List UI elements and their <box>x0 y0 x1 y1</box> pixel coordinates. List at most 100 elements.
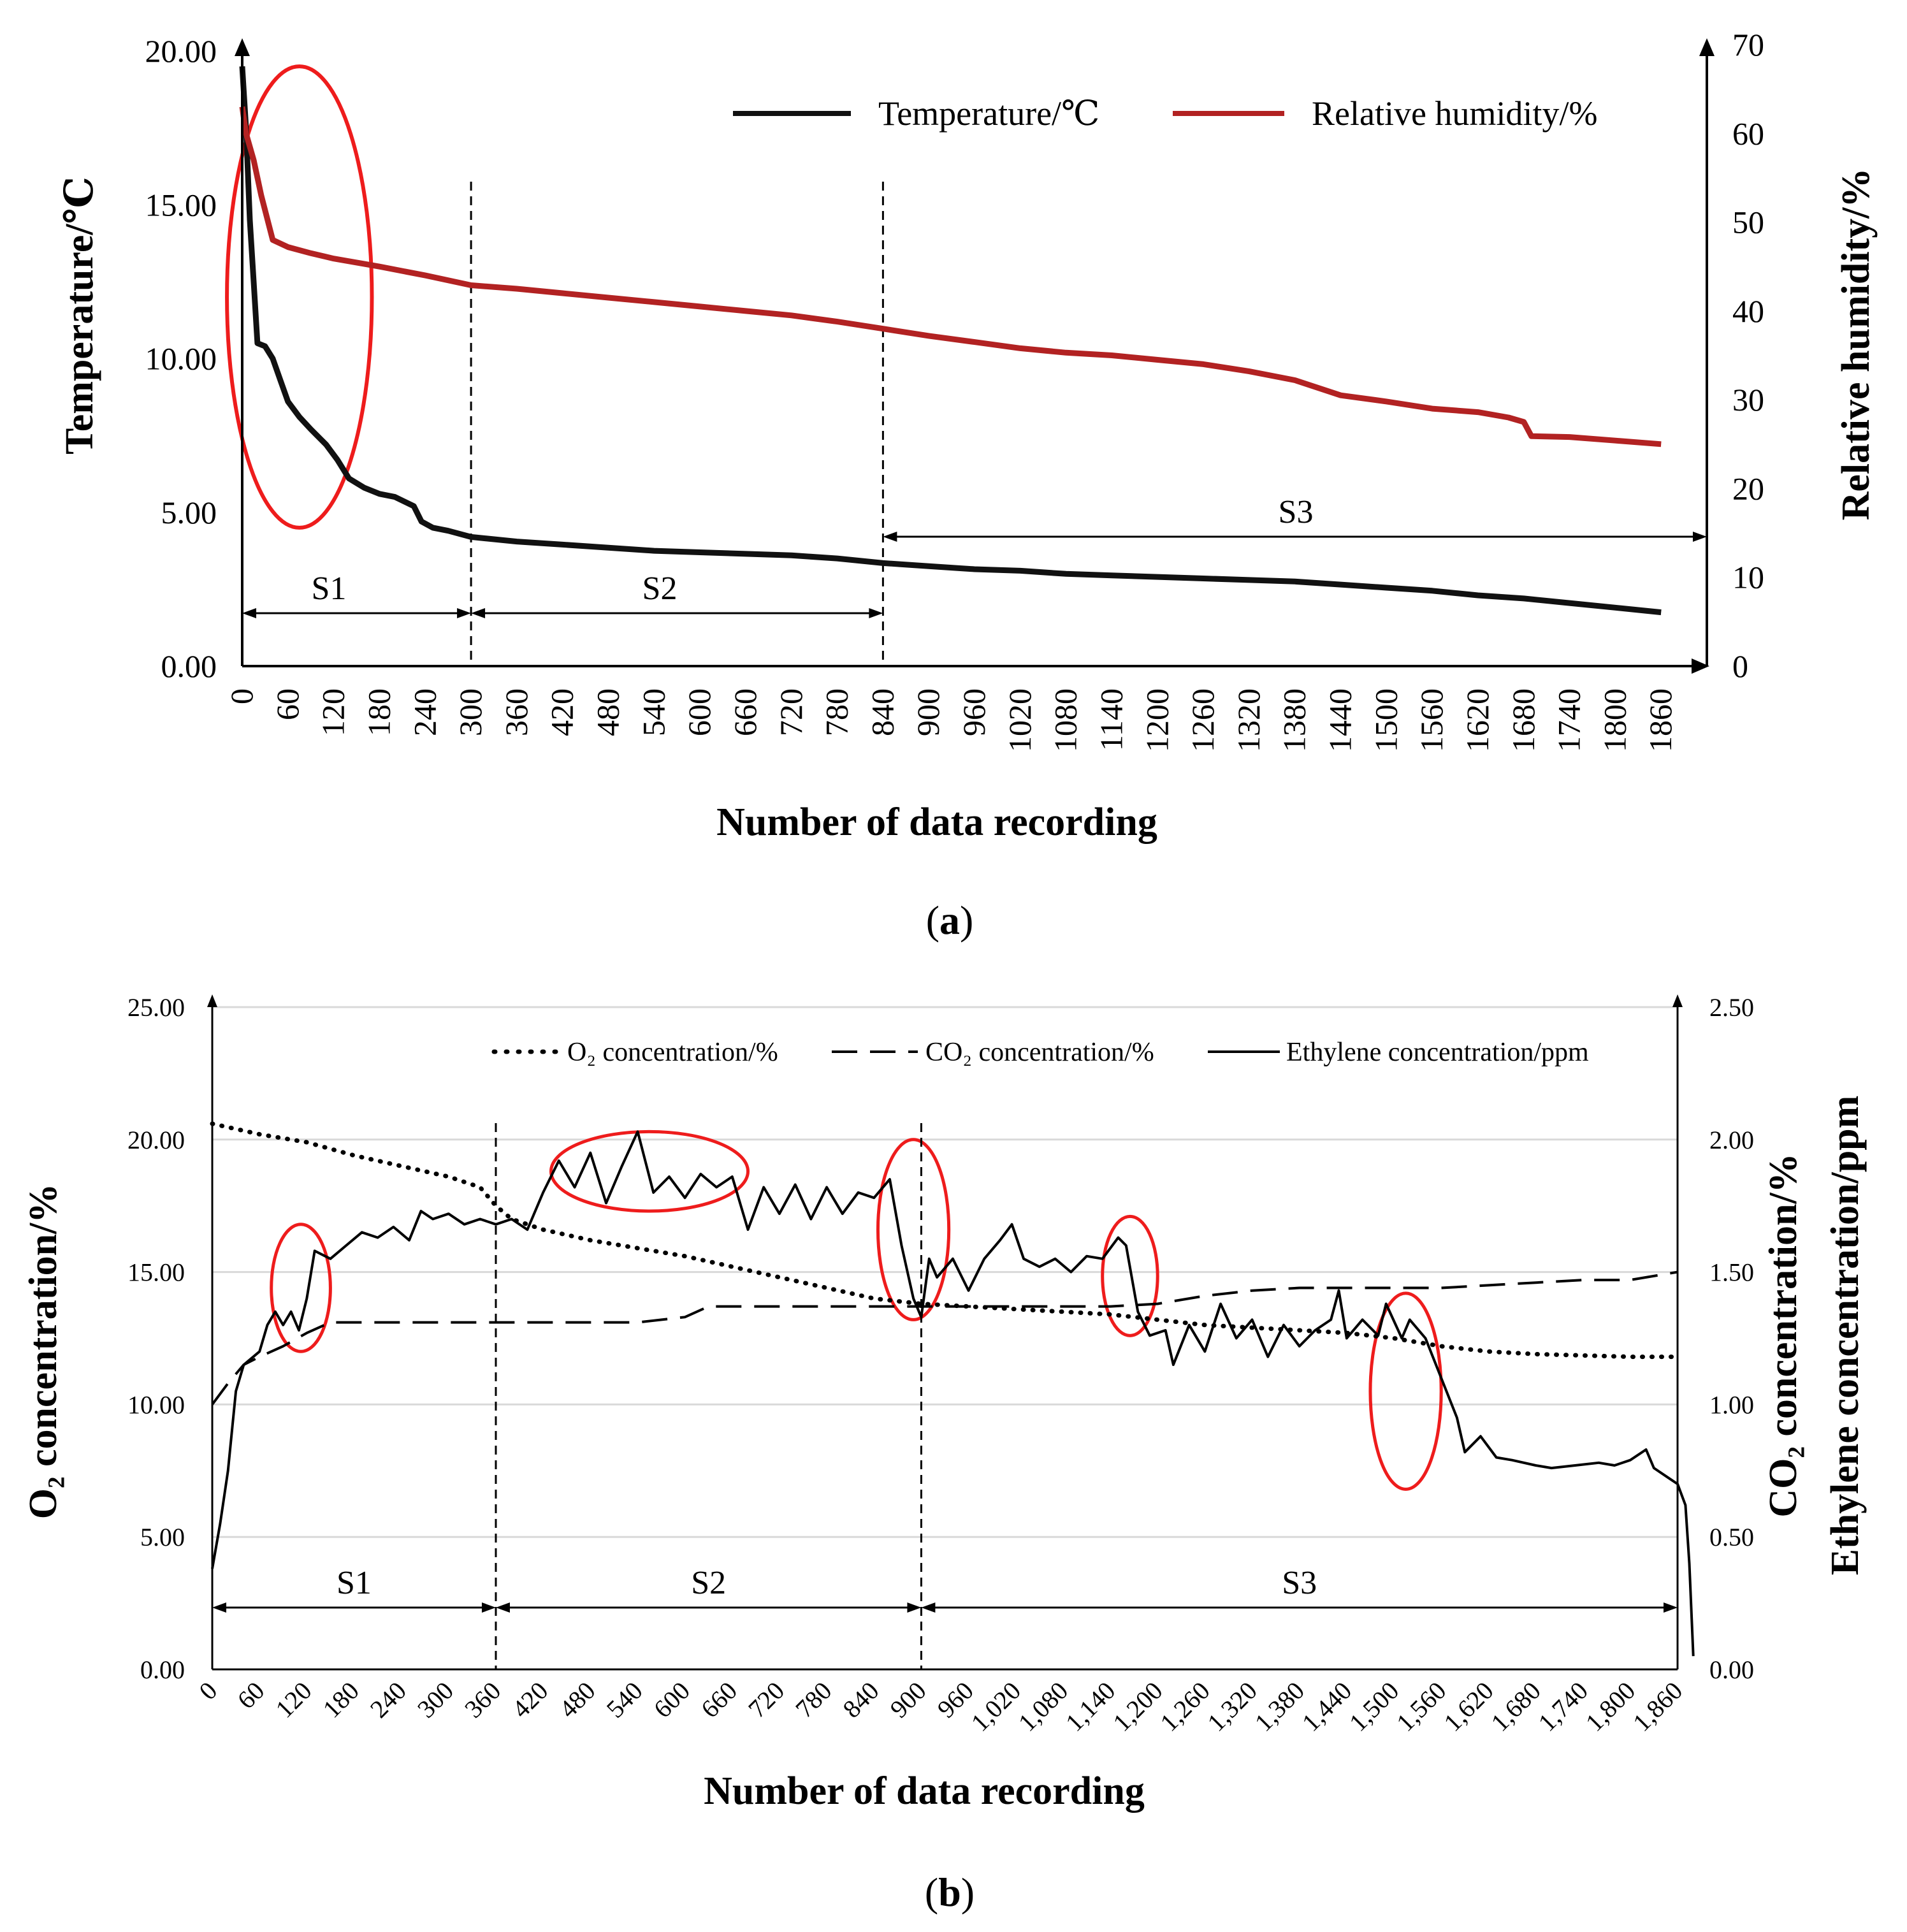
x-tick-label: 1680 <box>1505 688 1541 752</box>
x-tick-label: 480 <box>553 1676 600 1724</box>
x-tick-label: 0 <box>224 688 259 704</box>
panel-a-right-axis-arrow <box>1699 38 1715 56</box>
x-tick-label: 600 <box>648 1676 695 1724</box>
y-left-tick-label: 0.00 <box>161 648 217 684</box>
y-right-tick-label: 2.50 <box>1709 993 1754 1022</box>
x-tick-label: 900 <box>910 688 946 736</box>
x-tick-label: 1020 <box>1002 688 1038 752</box>
x-tick-label: 1,860 <box>1627 1676 1688 1737</box>
panel-a-stage-annotations: S1 S2 S3 <box>242 494 1707 618</box>
x-tick-label: 900 <box>885 1676 932 1724</box>
x-tick-label: 1500 <box>1368 688 1403 752</box>
highlight-ellipse <box>1101 1214 1159 1337</box>
legend-co2-label: CO₂ concentration/% <box>925 1038 1154 1067</box>
panel-b-left-axis-title: O₂ concentration/% <box>22 1184 65 1520</box>
x-tick-label: 1,200 <box>1107 1676 1168 1737</box>
x-tick-label: 300 <box>453 688 488 736</box>
legend-temperature-label: Temperature/℃ <box>878 94 1099 133</box>
x-tick-label: 720 <box>773 688 809 736</box>
y-right-tick-label: 0.50 <box>1709 1523 1754 1551</box>
panel-b-letter: b <box>938 1870 961 1915</box>
x-tick-label: 1740 <box>1551 688 1587 752</box>
x-tick-label: 1,740 <box>1533 1676 1593 1737</box>
highlight-ellipse <box>270 1223 332 1353</box>
panel-a-caption: (a) <box>926 897 974 943</box>
y-left-tick-label: 25.00 <box>127 993 185 1022</box>
x-tick-label: 1,440 <box>1296 1676 1357 1737</box>
y-right-tick-label: 30 <box>1732 382 1764 418</box>
x-tick-label: 120 <box>270 1676 317 1724</box>
panel-b-stage-annotations: S1 S2 S3 <box>212 1565 1678 1613</box>
y-left-tick-label: 0.00 <box>140 1655 185 1684</box>
y-left-tick-label: 10.00 <box>127 1390 185 1419</box>
x-tick-label: 1,680 <box>1485 1676 1546 1737</box>
panel-b-caption: (b) <box>925 1870 975 1915</box>
x-tick-label: 1440 <box>1323 688 1358 752</box>
panel-a-stage-dividers <box>470 182 884 666</box>
stage-label: S3 <box>1279 494 1314 530</box>
stage-arrow-head <box>495 1602 510 1613</box>
panel-b-right-axis-title-co2: CO₂ concentration/% <box>1762 1153 1805 1517</box>
x-tick-label: 720 <box>743 1676 790 1724</box>
stage-arrow-head <box>883 532 897 542</box>
x-tick-label: 1,380 <box>1249 1676 1310 1737</box>
x-tick-label: 1,020 <box>966 1676 1026 1737</box>
x-tick-label: 1800 <box>1597 688 1632 752</box>
stage-arrow-head <box>1664 1602 1678 1613</box>
highlight-ellipse <box>1368 1291 1443 1491</box>
y-left-tick-label: 20.00 <box>145 33 217 69</box>
panel-a-x-axis-arrow <box>1692 658 1709 674</box>
x-tick-label: 1,080 <box>1013 1676 1073 1737</box>
panel-b-series <box>210 1121 1695 1657</box>
x-tick-label: 1,620 <box>1438 1676 1498 1737</box>
highlight-ellipse <box>225 64 374 530</box>
x-tick-label: 300 <box>412 1676 459 1724</box>
stage-arrow-head <box>212 1602 226 1613</box>
y-right-tick-label: 50 <box>1732 205 1764 240</box>
y-right-tick-label: 40 <box>1732 293 1764 329</box>
panel-b-left-tick-labels: 0.00 5.00 10.00 15.00 20.00 25.00 <box>127 993 185 1684</box>
y-right-tick-label: 1.00 <box>1709 1390 1754 1419</box>
series-line-o-concentration <box>210 1121 1680 1360</box>
x-tick-label: 1140 <box>1093 688 1129 751</box>
y-left-tick-label: 15.00 <box>127 1258 185 1287</box>
y-right-tick-label: 1.50 <box>1709 1258 1754 1287</box>
panel-b-right-axis-title-ethylene: Ethylene concentration/ppm <box>1824 1096 1867 1576</box>
stage-arrow-head <box>1693 532 1707 542</box>
y-left-tick-label: 5.00 <box>140 1523 185 1551</box>
stage-arrow-head <box>471 608 486 618</box>
panel-a-x-tick-labels: 0 60 120 180 240 300 360 420 480 540 600 660 720 780 8… <box>224 688 1678 752</box>
panel-b-stage-dividers <box>495 1123 922 1669</box>
stage-label: S1 <box>337 1565 372 1601</box>
x-tick-label: 780 <box>819 688 855 736</box>
x-tick-label: 600 <box>681 688 717 736</box>
panel-b-gridlines <box>212 1006 1678 1538</box>
x-tick-label: 1080 <box>1048 688 1084 752</box>
series-line-relative-humidity <box>239 106 1662 447</box>
x-tick-label: 180 <box>317 1676 365 1724</box>
x-tick-label: 540 <box>601 1676 648 1724</box>
y-left-tick-label: 20.00 <box>127 1126 185 1154</box>
panel-b-chart: 0 60 120 180 240 300 360 420 480 540 600 660 720 780 8… <box>22 993 1867 1915</box>
x-tick-label: 360 <box>459 1676 506 1724</box>
panel-a-left-axis-title: Temperature/℃ <box>58 177 101 454</box>
x-tick-label: 1,500 <box>1344 1676 1404 1737</box>
y-left-tick-label: 5.00 <box>161 495 217 530</box>
stage-arrow-head <box>242 608 256 618</box>
panel-a-axes <box>235 38 1715 674</box>
panel-b-x-tick-labels: 0 60 120 180 240 300 360 420 480 540 600 660 720 780 8… <box>193 1676 1688 1737</box>
x-tick-label: 480 <box>590 688 626 736</box>
x-tick-label: 780 <box>790 1676 837 1724</box>
x-tick-label: 1,560 <box>1391 1676 1451 1737</box>
series-line-co-concentration <box>211 1270 1678 1405</box>
x-tick-label: 420 <box>544 688 580 736</box>
panel-a-highlight-ellipses <box>225 64 374 530</box>
legend-humidity-label: Relative humidity/% <box>1312 94 1597 133</box>
y-right-tick-label: 2.00 <box>1709 1126 1754 1154</box>
panel-a-series <box>239 66 1662 616</box>
highlight-ellipse <box>876 1138 951 1321</box>
panel-a-legend: Temperature/℃ Relative humidity/% <box>733 94 1597 133</box>
x-tick-label: 240 <box>407 688 442 736</box>
stage-arrow-head <box>921 1602 936 1613</box>
